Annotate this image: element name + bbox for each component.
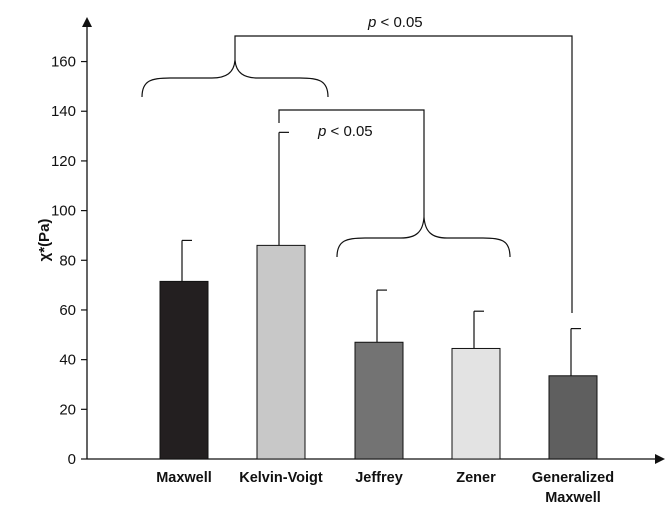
significance-annotation-1: p < 0.05 — [141, 14, 573, 313]
y-tick-label: 60 — [59, 302, 76, 319]
y-axis: 0 20 40 60 80 100 120 140 160 — [51, 17, 92, 468]
significance-bracket-2 — [278, 109, 425, 217]
p-value-label-1: p < 0.05 — [367, 14, 423, 31]
y-axis-label: χ*(Pa) — [36, 219, 53, 262]
bar-zener — [451, 347, 501, 460]
category-label: Kelvin-Voigt — [239, 470, 323, 486]
category-label: Jeffrey — [355, 470, 403, 486]
y-tick-label: 120 — [51, 153, 76, 170]
category-label: Zener — [456, 470, 496, 486]
y-tick-label: 0 — [68, 451, 76, 468]
y-ticks: 0 20 40 60 80 100 120 140 160 — [51, 54, 87, 468]
curly-brace-jeffrey-zener — [336, 216, 511, 258]
y-tick-label: 140 — [51, 103, 76, 120]
p-value-label-2: p < 0.05 — [317, 123, 373, 140]
significance-bracket-1 — [234, 35, 573, 313]
bar-kelvin-voigt — [256, 244, 306, 460]
category-label-line2: Maxwell — [545, 490, 601, 506]
error-bars — [181, 131, 581, 376]
y-tick-label: 20 — [59, 401, 76, 418]
curly-brace-maxwell-kelvin — [141, 59, 329, 98]
bar-generalized — [548, 375, 598, 460]
bar-maxwell — [159, 280, 209, 460]
y-tick-label: 40 — [59, 352, 76, 369]
y-tick-label: 80 — [59, 252, 76, 269]
category-label: Generalized — [532, 470, 614, 486]
bar-jeffrey — [354, 341, 404, 460]
y-tick-label: 100 — [51, 203, 76, 220]
category-label: Maxwell — [156, 470, 212, 486]
significance-annotation-2: p < 0.05 — [278, 109, 511, 258]
bars — [159, 244, 598, 460]
y-tick-label: 160 — [51, 54, 76, 71]
category-labels: Maxwell Kelvin-Voigt Jeffrey Zener Generaliz… — [156, 470, 614, 506]
